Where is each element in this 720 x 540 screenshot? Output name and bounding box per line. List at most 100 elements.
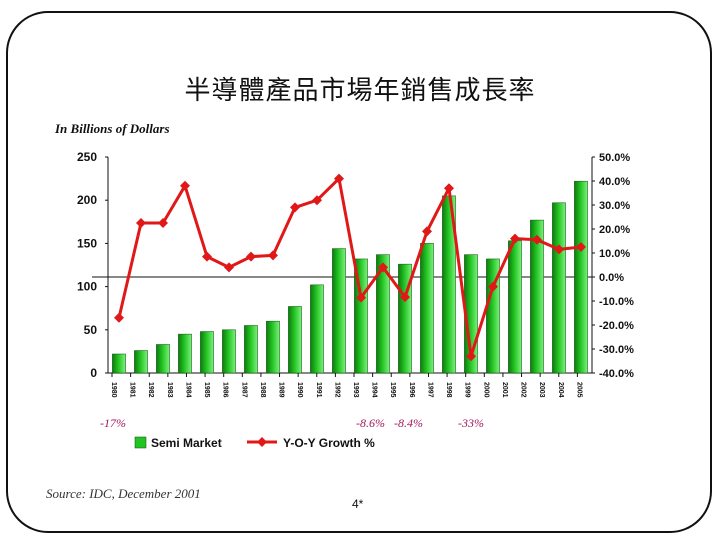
bar: [310, 284, 324, 374]
x-tick-label: 1984: [184, 382, 191, 398]
x-tick-label: 1981: [129, 382, 136, 398]
x-tick-label: 1983: [166, 382, 173, 398]
x-tick-label: 1992: [333, 382, 340, 398]
x-tick-label: 1987: [240, 382, 247, 398]
growth-line: [117, 177, 582, 358]
x-tick-label: 2002: [520, 382, 527, 398]
right-tick-label: 50.0%: [599, 152, 630, 164]
source-note: Source: IDC, December 2001: [46, 486, 201, 501]
right-tick-label: 0.0%: [599, 272, 624, 284]
left-axis: 0 50 100 150 200 250: [77, 150, 108, 380]
bar: [288, 306, 302, 374]
growth-marker: [312, 195, 322, 206]
left-tick-label: 50: [84, 323, 98, 337]
x-tick-label: 1985: [203, 382, 210, 398]
bar: [574, 180, 588, 374]
bar: [222, 329, 236, 374]
growth-marker: [224, 262, 234, 273]
growth-marker: [554, 244, 564, 255]
right-tick-label: -20.0%: [599, 320, 634, 332]
right-axis: -40.0% -30.0% -20.0% -10.0% 0.0% 10.0% 20.0% 30…: [592, 152, 634, 380]
growth-marker: [422, 226, 432, 237]
growth-marker: [334, 173, 344, 184]
right-tick-label: -30.0%: [599, 344, 634, 356]
unit-label: In Billions of Dollars: [55, 121, 170, 136]
bar: [530, 219, 544, 374]
x-tick-label: 1993: [352, 382, 359, 398]
right-tick-label: 30.0%: [599, 200, 630, 212]
right-tick-label: -40.0%: [599, 368, 634, 380]
chart-title: 半導體產品市場年銷售成長率: [184, 76, 536, 106]
bar: [178, 333, 192, 374]
growth-marker: [246, 251, 256, 262]
growth-marker: [532, 234, 542, 245]
x-tick-label: 2003: [538, 382, 545, 398]
annotation-4: -33%: [458, 416, 484, 430]
legend-marker: [257, 437, 267, 447]
annotation-1: -17%: [100, 416, 126, 430]
bar: [200, 331, 214, 374]
growth-marker: [136, 218, 146, 228]
left-tick-label: 150: [77, 236, 97, 250]
growth-marker: [488, 281, 498, 292]
left-tick-label: 250: [77, 150, 97, 164]
x-tick-label: 1991: [315, 382, 322, 398]
page-number: 4*: [352, 497, 364, 511]
x-tick-label: 1989: [278, 382, 285, 398]
annotation-2: -8.6%: [356, 416, 385, 430]
bar: [156, 344, 170, 374]
growth-marker: [466, 351, 476, 362]
growth-marker: [400, 292, 410, 303]
x-tick-label: 1994: [371, 382, 378, 398]
growth-marker: [378, 262, 388, 273]
x-axis: 1980 1981 1982 1983 1984 1985 1986 1987 1988 1989…: [110, 373, 582, 398]
left-tick-label: 100: [77, 280, 97, 294]
right-tick-label: 10.0%: [599, 248, 630, 260]
right-tick-label: -10.0%: [599, 296, 634, 308]
bar: [376, 254, 390, 374]
x-tick-label: 1995: [389, 382, 396, 398]
growth-marker: [114, 312, 124, 323]
x-tick-label: 1990: [296, 382, 303, 398]
x-tick-label: 1986: [222, 382, 229, 398]
right-tick-label: 20.0%: [599, 224, 630, 236]
growth-marker: [290, 202, 300, 213]
x-tick-label: 1988: [259, 382, 266, 398]
bar: [244, 325, 258, 374]
growth-marker: [268, 250, 278, 261]
left-tick-label: 0: [90, 366, 97, 380]
legend: Semi Market Y-O-Y Growth %: [134, 436, 375, 450]
bar: [134, 350, 148, 374]
growth-marker: [576, 242, 586, 252]
x-tick-label: 2004: [557, 382, 564, 398]
annotation-3: -8.4%: [394, 416, 423, 430]
x-tick-label: 1997: [426, 382, 433, 398]
x-tick-label: 2001: [501, 382, 508, 398]
x-tick-label: 1982: [147, 382, 154, 398]
left-tick-label: 200: [77, 193, 97, 207]
legend-swatch-bar: [134, 436, 147, 449]
growth-marker: [180, 180, 190, 191]
slide-frame: [6, 11, 712, 533]
bar: [508, 240, 522, 374]
legend-label-bar: Semi Market: [151, 436, 222, 450]
bar: [332, 248, 346, 374]
x-tick-label: 1980: [110, 382, 117, 398]
growth-marker: [444, 183, 454, 194]
x-tick-label: 2000: [482, 382, 489, 398]
growth-marker: [202, 251, 212, 262]
x-tick-label: 1998: [445, 382, 452, 398]
legend-label-line: Y-O-Y Growth %: [283, 436, 375, 450]
x-tick-label: 2005: [575, 382, 582, 398]
bar: [420, 243, 434, 374]
x-tick-label: 1999: [464, 382, 471, 398]
growth-marker: [356, 292, 366, 303]
bar: [266, 320, 280, 374]
right-tick-label: 40.0%: [599, 176, 630, 188]
growth-marker: [510, 233, 520, 244]
plot-area: [92, 157, 593, 374]
bar: [552, 202, 566, 374]
bar: [112, 353, 126, 374]
x-tick-label: 1996: [408, 382, 415, 398]
